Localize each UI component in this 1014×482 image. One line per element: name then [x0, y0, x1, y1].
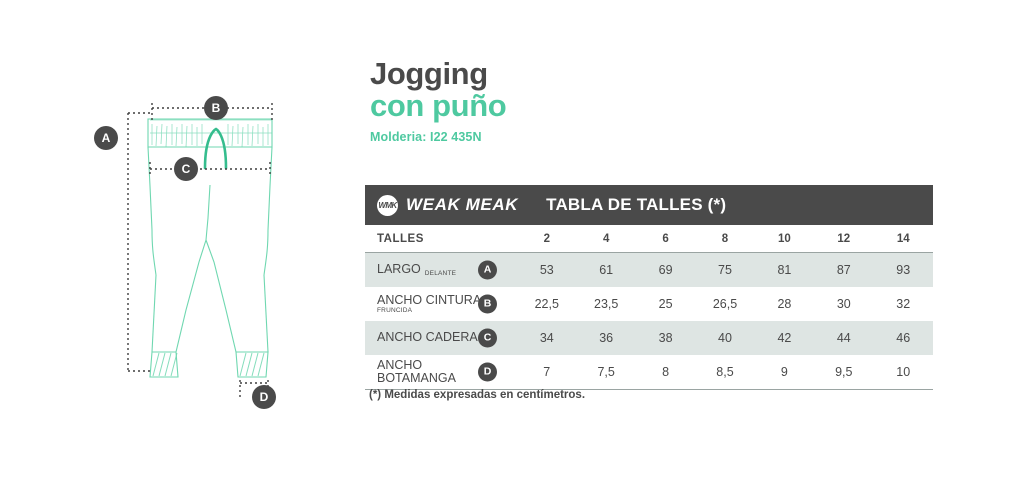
table-row: LARGO DELANTE A 53 61 69 75 81 87 93	[365, 252, 933, 287]
cell-largo-14: 93	[873, 252, 933, 287]
row-label-text: ANCHO BOTAMANGA	[377, 357, 456, 385]
brand-name: WEAK MEAK	[406, 195, 519, 214]
garment-outline	[147, 118, 273, 378]
cell-cintura-8: 26,5	[712, 297, 738, 311]
cell-botamanga-8: 8,5	[716, 365, 734, 379]
table-footnote: (*) Medidas expresadas en centímetros.	[369, 389, 586, 401]
garment-technical-drawing: A B C D	[0, 0, 350, 482]
molderia-code: Molderia: I22 435N	[370, 130, 482, 145]
size-table-heading: TABLA DE TALLES (*)	[546, 195, 727, 214]
row-label-text: LARGO	[377, 262, 421, 277]
row-label-sub: FRUNCIDA	[377, 307, 413, 315]
column-header-talles: TALLES	[365, 225, 518, 253]
cell-cadera-6: 38	[635, 321, 696, 355]
row-label-ancho-botamanga: ANCHO BOTAMANGA D	[365, 355, 517, 389]
cell-botamanga-12: 9,5	[835, 365, 853, 379]
row-label-largo: LARGO DELANTE A	[365, 252, 518, 287]
row-marker-d: D	[478, 362, 498, 382]
cell-largo-12: 87	[814, 252, 874, 287]
row-label-sub: DELANTE	[424, 269, 457, 277]
cell-botamanga-4: 7,5	[597, 365, 615, 379]
cell-cintura-6: 25	[658, 297, 673, 311]
column-header-size-12: 12	[814, 225, 874, 253]
diagram-marker-c: C	[174, 157, 198, 181]
diagram-marker-b: B	[204, 96, 228, 120]
cell-largo-4: 61	[576, 252, 636, 287]
cell-largo-8: 75	[695, 252, 755, 287]
size-table-column-headers: TALLES 2 4 6 8 10 12 14	[365, 225, 933, 253]
row-label-text: ANCHO CADERA	[377, 330, 478, 345]
product-titles: Jogging con puño Molderia: I22 435N	[370, 56, 507, 145]
row-label-ancho-cadera: ANCHO CADERA C	[365, 321, 518, 355]
cell-cintura-12: 30	[836, 297, 851, 311]
cell-largo-2: 53	[517, 252, 577, 287]
size-table-header-bar: WMK WEAK MEAK TABLA DE TALLES (*)	[365, 185, 933, 225]
row-marker-c: C	[478, 328, 498, 348]
row-marker-b: B	[478, 294, 498, 314]
drawstring	[203, 127, 228, 170]
column-header-size-6: 6	[635, 225, 696, 253]
table-row: ANCHO CADERA C 34 36 38 40 42 44 46	[365, 321, 933, 355]
cell-cadera-2: 34	[517, 321, 577, 355]
row-label-ancho-cintura: ANCHO CINTURA FRUNCIDA B	[365, 287, 517, 321]
column-header-size-4: 4	[576, 225, 636, 253]
cell-cintura-4: 23,5	[594, 297, 619, 311]
size-table: WMK WEAK MEAK TABLA DE TALLES (*) TALLES…	[365, 185, 933, 390]
cell-cadera-14: 46	[873, 321, 933, 355]
row-marker-a: A	[478, 260, 498, 280]
column-header-size-2: 2	[517, 225, 577, 253]
page-title: Jogging	[370, 56, 488, 91]
diagram-marker-a: A	[94, 126, 118, 150]
cell-botamanga-2: 7	[543, 365, 551, 379]
brand-logo-icon: WMK	[377, 194, 398, 216]
column-header-size-10: 10	[754, 225, 815, 253]
table-row: ANCHO BOTAMANGA D 7 7,5 8 8,5 9 9,5 10	[365, 355, 933, 389]
cell-botamanga-14: 10	[896, 365, 911, 379]
jogger-illustration	[127, 103, 273, 398]
cell-cadera-10: 42	[754, 321, 815, 355]
cell-cintura-14: 32	[896, 297, 911, 311]
page-subtitle: con puño	[370, 88, 507, 124]
table-row: ANCHO CINTURA FRUNCIDA B 22,5 23,5 25 26…	[365, 287, 933, 321]
cell-cadera-8: 40	[695, 321, 755, 355]
cell-cadera-4: 36	[576, 321, 636, 355]
column-header-size-8: 8	[695, 225, 755, 253]
diagram-marker-d: D	[252, 385, 276, 409]
cell-cintura-2: 22,5	[534, 297, 559, 311]
cell-botamanga-10: 9	[780, 365, 788, 379]
cell-cadera-12: 44	[814, 321, 874, 355]
cuff-ribbing	[152, 352, 265, 377]
row-label-text: ANCHO CINTURA	[377, 292, 482, 307]
cell-botamanga-6: 8	[662, 365, 670, 379]
table-bottom-rule	[365, 389, 933, 390]
cell-largo-10: 81	[754, 252, 815, 287]
cell-largo-6: 69	[635, 252, 696, 287]
cell-cintura-10: 28	[777, 297, 792, 311]
size-table-grid: TALLES 2 4 6 8 10 12 14 LARGO DELANTE	[365, 225, 933, 389]
column-header-size-14: 14	[873, 225, 933, 253]
